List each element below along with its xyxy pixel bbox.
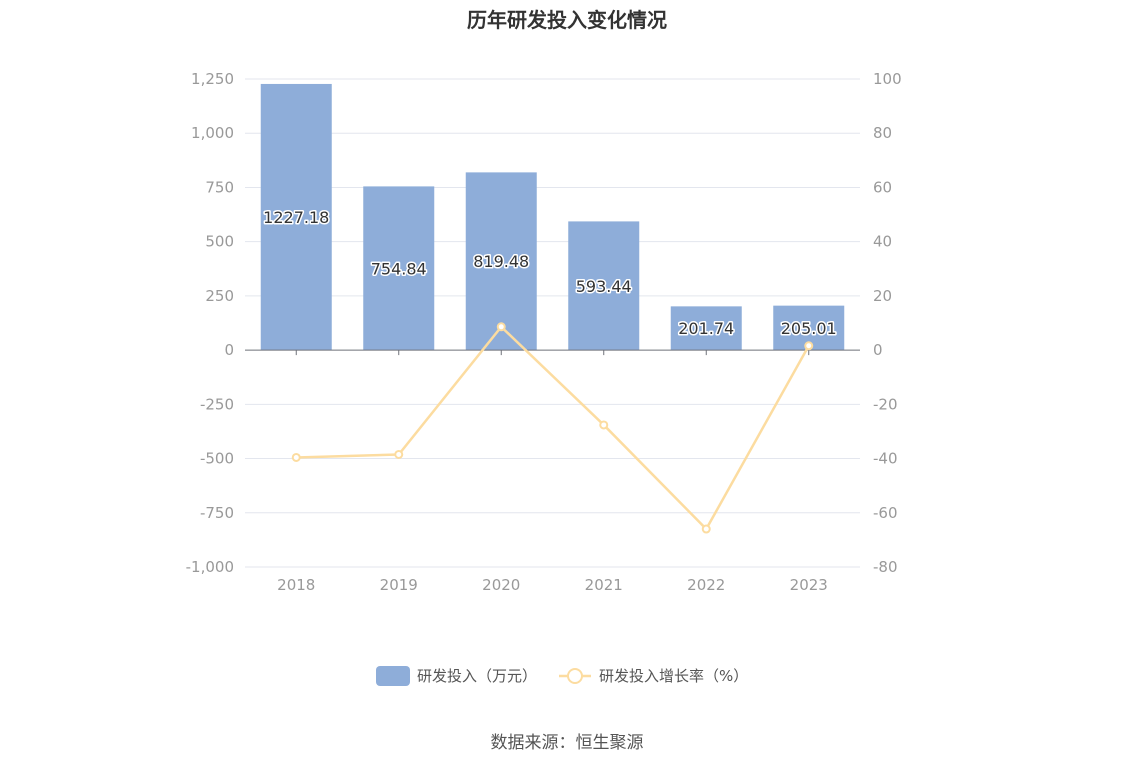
right-axis: 100 80 60 40 20 0 -20 -40 -60 -80 <box>873 70 902 576</box>
x-tick-label: 2018 <box>277 576 315 594</box>
bar <box>670 306 742 351</box>
legend-label-bar: 研发投入（万元） <box>417 667 537 685</box>
x-tick-label: 2023 <box>790 576 828 594</box>
bar-data-label: 201.74 <box>678 319 734 338</box>
chart-title: 历年研发投入变化情况 <box>467 8 667 32</box>
y-right-tick-label: -20 <box>873 395 898 413</box>
bar <box>568 221 640 351</box>
bar-data-label: 819.48 <box>473 252 529 271</box>
growth-line <box>296 324 810 532</box>
y-right-tick-label: 60 <box>873 178 892 196</box>
y-right-tick-label: 40 <box>873 233 892 251</box>
bar-data-label: 593.44 <box>576 277 632 296</box>
bar <box>363 186 435 351</box>
x-tick-label: 2019 <box>380 576 418 594</box>
y-left-tick-label: -250 <box>200 395 234 413</box>
y-left-tick-label: -500 <box>200 450 234 468</box>
line-point <box>701 524 711 534</box>
y-right-tick-label: 80 <box>873 124 892 142</box>
y-left-tick-label: 0 <box>224 341 234 359</box>
legend-bar-swatch <box>376 666 410 686</box>
legend: 研发投入（万元） 研发投入增长率（%） <box>376 666 748 686</box>
bar-data-labels: 1227.18 754.84 819.48 593.44 201.74 205.01 <box>262 207 839 340</box>
left-axis: 1,250 1,000 750 500 250 0 -250 -500 -750 -1,000 <box>186 70 234 576</box>
data-source-note: 数据来源：恒生聚源 <box>490 733 644 753</box>
y-right-tick-label: 20 <box>873 287 892 305</box>
x-axis-labels: 2018 2019 2020 2021 2022 2023 <box>277 576 828 594</box>
x-tick-label: 2022 <box>687 576 725 594</box>
line-point <box>804 341 814 351</box>
legend-line-marker <box>567 668 583 684</box>
line-point <box>394 449 404 459</box>
y-right-tick-label: 0 <box>873 341 883 359</box>
y-right-tick-label: -40 <box>873 450 898 468</box>
x-tick-label: 2021 <box>585 576 623 594</box>
y-left-tick-label: 750 <box>205 178 234 196</box>
line-point <box>291 452 301 462</box>
y-right-tick-label: -80 <box>873 558 898 576</box>
grid-lines <box>245 78 860 568</box>
line-series <box>291 322 814 534</box>
bar-series <box>260 83 845 351</box>
y-left-tick-label: -750 <box>200 504 234 522</box>
y-left-tick-label: 1,250 <box>191 70 234 88</box>
bar-data-label: 205.01 <box>781 319 837 338</box>
bar <box>260 83 332 351</box>
legend-label-line: 研发投入增长率（%） <box>599 667 748 685</box>
y-left-tick-label: 1,000 <box>191 124 234 142</box>
x-axis <box>245 349 860 356</box>
y-left-tick-label: 250 <box>205 287 234 305</box>
bar <box>465 172 537 351</box>
y-right-tick-label: 100 <box>873 70 902 88</box>
y-left-tick-label: -1,000 <box>186 558 234 576</box>
line-point <box>496 322 506 332</box>
bar-data-label: 754.84 <box>371 259 427 278</box>
bar-data-label: 1227.18 <box>263 208 329 227</box>
y-right-tick-label: -60 <box>873 504 898 522</box>
line-point <box>599 420 609 430</box>
x-tick-label: 2020 <box>482 576 520 594</box>
y-left-tick-label: 500 <box>205 233 234 251</box>
